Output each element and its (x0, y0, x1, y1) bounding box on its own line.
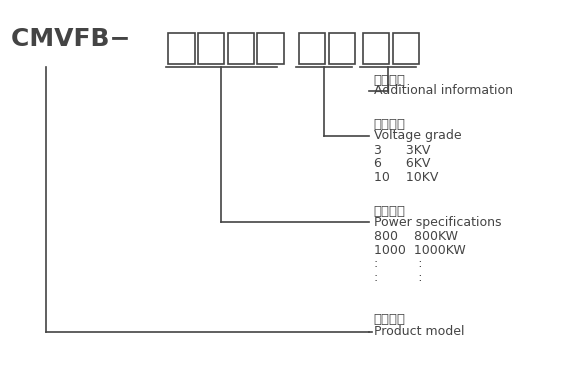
Text: 3      3KV: 3 3KV (374, 144, 430, 157)
Bar (168, 33, 195, 64)
Text: 1000  1000KW: 1000 1000KW (374, 243, 465, 257)
Text: :          :: : : (374, 257, 422, 270)
Bar (299, 33, 325, 64)
Bar (329, 33, 355, 64)
Text: :          :: : : (374, 271, 422, 284)
Text: 附加说明: 附加说明 (374, 74, 406, 87)
Text: Voltage grade: Voltage grade (374, 129, 461, 142)
Text: 功率规格: 功率规格 (374, 205, 406, 218)
Bar (198, 33, 224, 64)
Text: CMVFB−: CMVFB− (12, 27, 140, 51)
Text: 6      6KV: 6 6KV (374, 157, 430, 170)
Bar (363, 33, 389, 64)
Bar (228, 33, 254, 64)
Text: 电压等级: 电压等级 (374, 119, 406, 131)
Text: Additional information: Additional information (374, 84, 512, 97)
Bar (393, 33, 419, 64)
Text: 10    10KV: 10 10KV (374, 171, 438, 184)
Text: 800    800KW: 800 800KW (374, 230, 458, 243)
Bar (258, 33, 284, 64)
Text: Product model: Product model (374, 325, 464, 338)
Text: 产品型号: 产品型号 (374, 312, 406, 326)
Text: Power specifications: Power specifications (374, 216, 501, 228)
